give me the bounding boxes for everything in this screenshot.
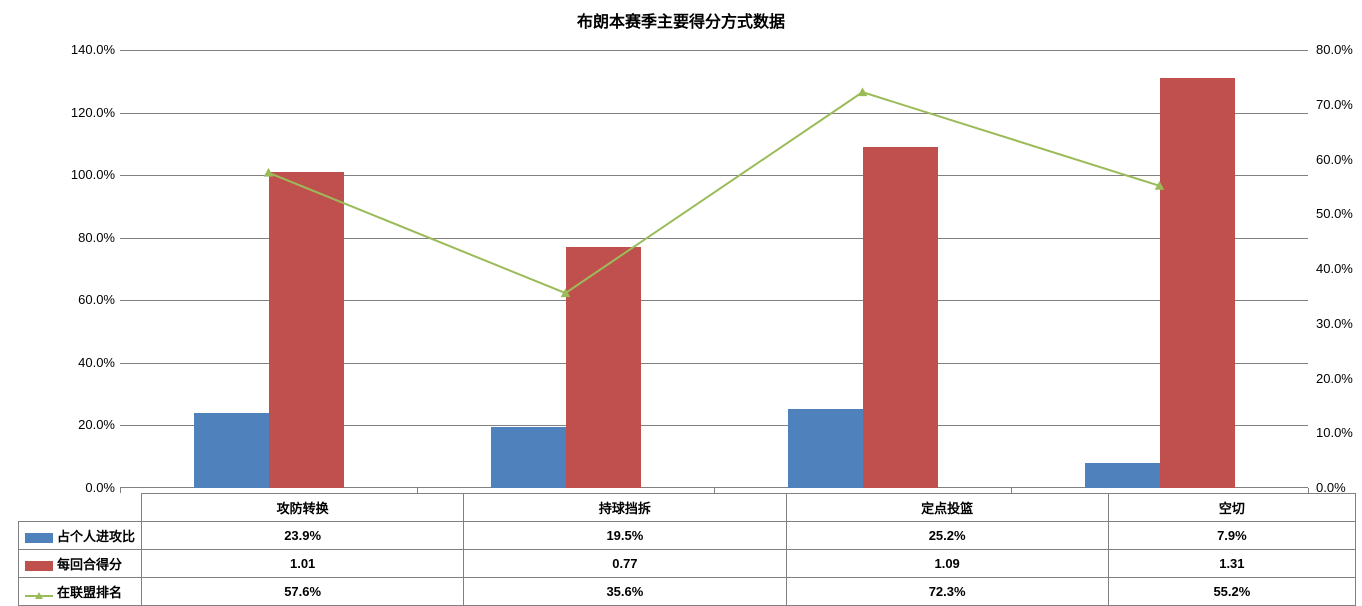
swatch-line1-icon <box>25 588 53 600</box>
cell-line1-3: 55.2% <box>1108 578 1355 606</box>
legend-bar2-label: 每回合得分 <box>57 557 122 572</box>
bar-series2 <box>269 172 344 488</box>
table-header-row: 攻防转换 持球挡拆 定点投篮 空切 <box>19 494 1356 522</box>
category-header-3: 空切 <box>1108 494 1355 522</box>
y-left-tick-label: 60.0% <box>55 292 115 307</box>
y-left-tick-label: 20.0% <box>55 417 115 432</box>
chart-container: 布朗本赛季主要得分方式数据 0.0%20.0%40.0%60.0%80.0%10… <box>0 0 1362 604</box>
plot-area <box>120 50 1308 488</box>
table-row: 占个人进攻比 23.9% 19.5% 25.2% 7.9% <box>19 522 1356 550</box>
y-right-tick-label: 30.0% <box>1316 316 1362 331</box>
cell-line1-1: 35.6% <box>464 578 786 606</box>
y-right-tick-label: 60.0% <box>1316 152 1362 167</box>
data-table: 攻防转换 持球挡拆 定点投篮 空切 占个人进攻比 23.9% 19.5% 25.… <box>18 493 1356 606</box>
y-right-tick-label: 80.0% <box>1316 42 1362 57</box>
y-right-tick-label: 70.0% <box>1316 97 1362 112</box>
y-left-tick-label: 140.0% <box>55 42 115 57</box>
bar-series2 <box>566 247 641 488</box>
bar-series1 <box>1085 463 1160 488</box>
legend-bar1: 占个人进攻比 <box>19 522 142 550</box>
y-left-tick-label: 80.0% <box>55 230 115 245</box>
category-header-2: 定点投篮 <box>786 494 1108 522</box>
cell-bar2-3: 1.31 <box>1108 550 1355 578</box>
legend-bar2: 每回合得分 <box>19 550 142 578</box>
legend-bar1-label: 占个人进攻比 <box>57 529 135 544</box>
cell-bar2-2: 1.09 <box>786 550 1108 578</box>
bar-series1 <box>788 409 863 488</box>
y-right-tick-label: 20.0% <box>1316 371 1362 386</box>
table-row: 每回合得分 1.01 0.77 1.09 1.31 <box>19 550 1356 578</box>
cell-bar2-0: 1.01 <box>142 550 464 578</box>
y-right-tick-label: 10.0% <box>1316 425 1362 440</box>
cell-bar1-2: 25.2% <box>786 522 1108 550</box>
y-left-tick-label: 120.0% <box>55 105 115 120</box>
y-right-tick-label: 40.0% <box>1316 261 1362 276</box>
cell-bar1-0: 23.9% <box>142 522 464 550</box>
bar-series2 <box>863 147 938 488</box>
y-right-tick-label: 50.0% <box>1316 206 1362 221</box>
cell-line1-0: 57.6% <box>142 578 464 606</box>
cell-bar1-1: 19.5% <box>464 522 786 550</box>
category-header-1: 持球挡拆 <box>464 494 786 522</box>
legend-line1-label: 在联盟排名 <box>57 585 122 600</box>
swatch-bar2-icon <box>25 561 53 571</box>
y-left-tick-label: 100.0% <box>55 167 115 182</box>
triangle-marker-icon <box>858 87 868 96</box>
legend-line1: 在联盟排名 <box>19 578 142 606</box>
swatch-bar1-icon <box>25 533 53 543</box>
table-row: 在联盟排名 57.6% 35.6% 72.3% 55.2% <box>19 578 1356 606</box>
cell-bar1-3: 7.9% <box>1108 522 1355 550</box>
bar-series2 <box>1160 78 1235 488</box>
y-left-tick-label: 40.0% <box>55 355 115 370</box>
cell-bar2-1: 0.77 <box>464 550 786 578</box>
chart-title: 布朗本赛季主要得分方式数据 <box>0 8 1362 32</box>
cell-line1-2: 72.3% <box>786 578 1108 606</box>
category-header-0: 攻防转换 <box>142 494 464 522</box>
legend-corner <box>19 494 142 522</box>
bar-series1 <box>491 427 566 488</box>
bar-series1 <box>194 413 269 488</box>
